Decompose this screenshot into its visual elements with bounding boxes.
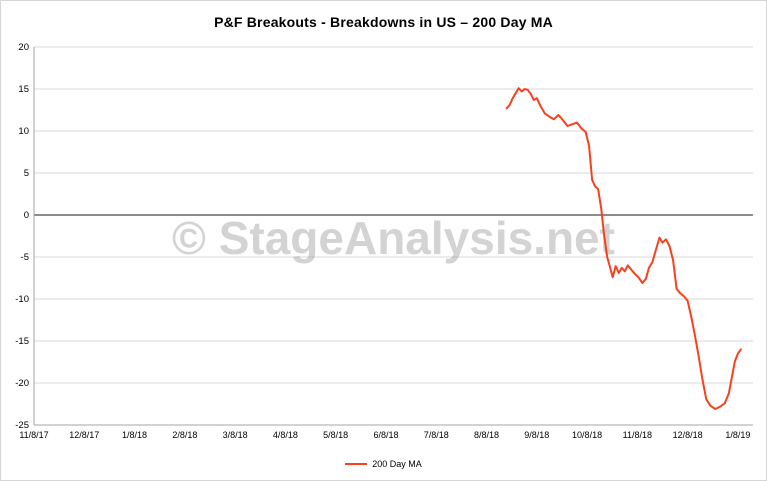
x-tick-label: 11/8/17	[19, 430, 48, 440]
x-tick-label: 12/8/17	[69, 430, 99, 440]
watermark-text: © StageAnalysis.net	[172, 212, 615, 264]
chart-title: P&F Breakouts - Breakdowns in US – 200 D…	[214, 14, 553, 30]
y-tick-label: -10	[15, 294, 29, 305]
x-tick-label: 8/8/18	[474, 430, 499, 440]
legend: 200 Day MA	[1, 459, 766, 469]
y-tick-label: 10	[18, 126, 29, 137]
y-tick-label: -20	[15, 378, 29, 389]
x-tick-label: 9/8/18	[524, 430, 549, 440]
series-line-200-day-ma	[505, 87, 742, 410]
legend-label: 200 Day MA	[372, 459, 422, 469]
y-tick-label: 15	[18, 84, 29, 95]
x-tick-label: 4/8/18	[273, 430, 298, 440]
legend-line-marker	[345, 463, 368, 465]
y-tick-label: 5	[24, 168, 29, 179]
x-tick-label: 1/8/18	[122, 430, 147, 440]
x-tick-label: 3/8/18	[223, 430, 248, 440]
y-tick-label: 0	[24, 210, 29, 221]
y-tick-label: -5	[21, 252, 29, 263]
x-tick-label: 5/8/18	[323, 430, 348, 440]
y-tick-label: -25	[15, 420, 29, 431]
x-tick-label: 10/8/18	[572, 430, 602, 440]
x-tick-label: 6/8/18	[373, 430, 398, 440]
y-tick-label: 20	[18, 42, 29, 53]
x-tick-label: 2/8/18	[172, 430, 197, 440]
x-tick-label: 1/8/19	[725, 430, 750, 440]
x-tick-label: 11/8/18	[623, 430, 652, 440]
y-tick-label: -15	[15, 336, 29, 347]
x-tick-label: 7/8/18	[424, 430, 449, 440]
x-tick-label: 12/8/18	[673, 430, 703, 440]
